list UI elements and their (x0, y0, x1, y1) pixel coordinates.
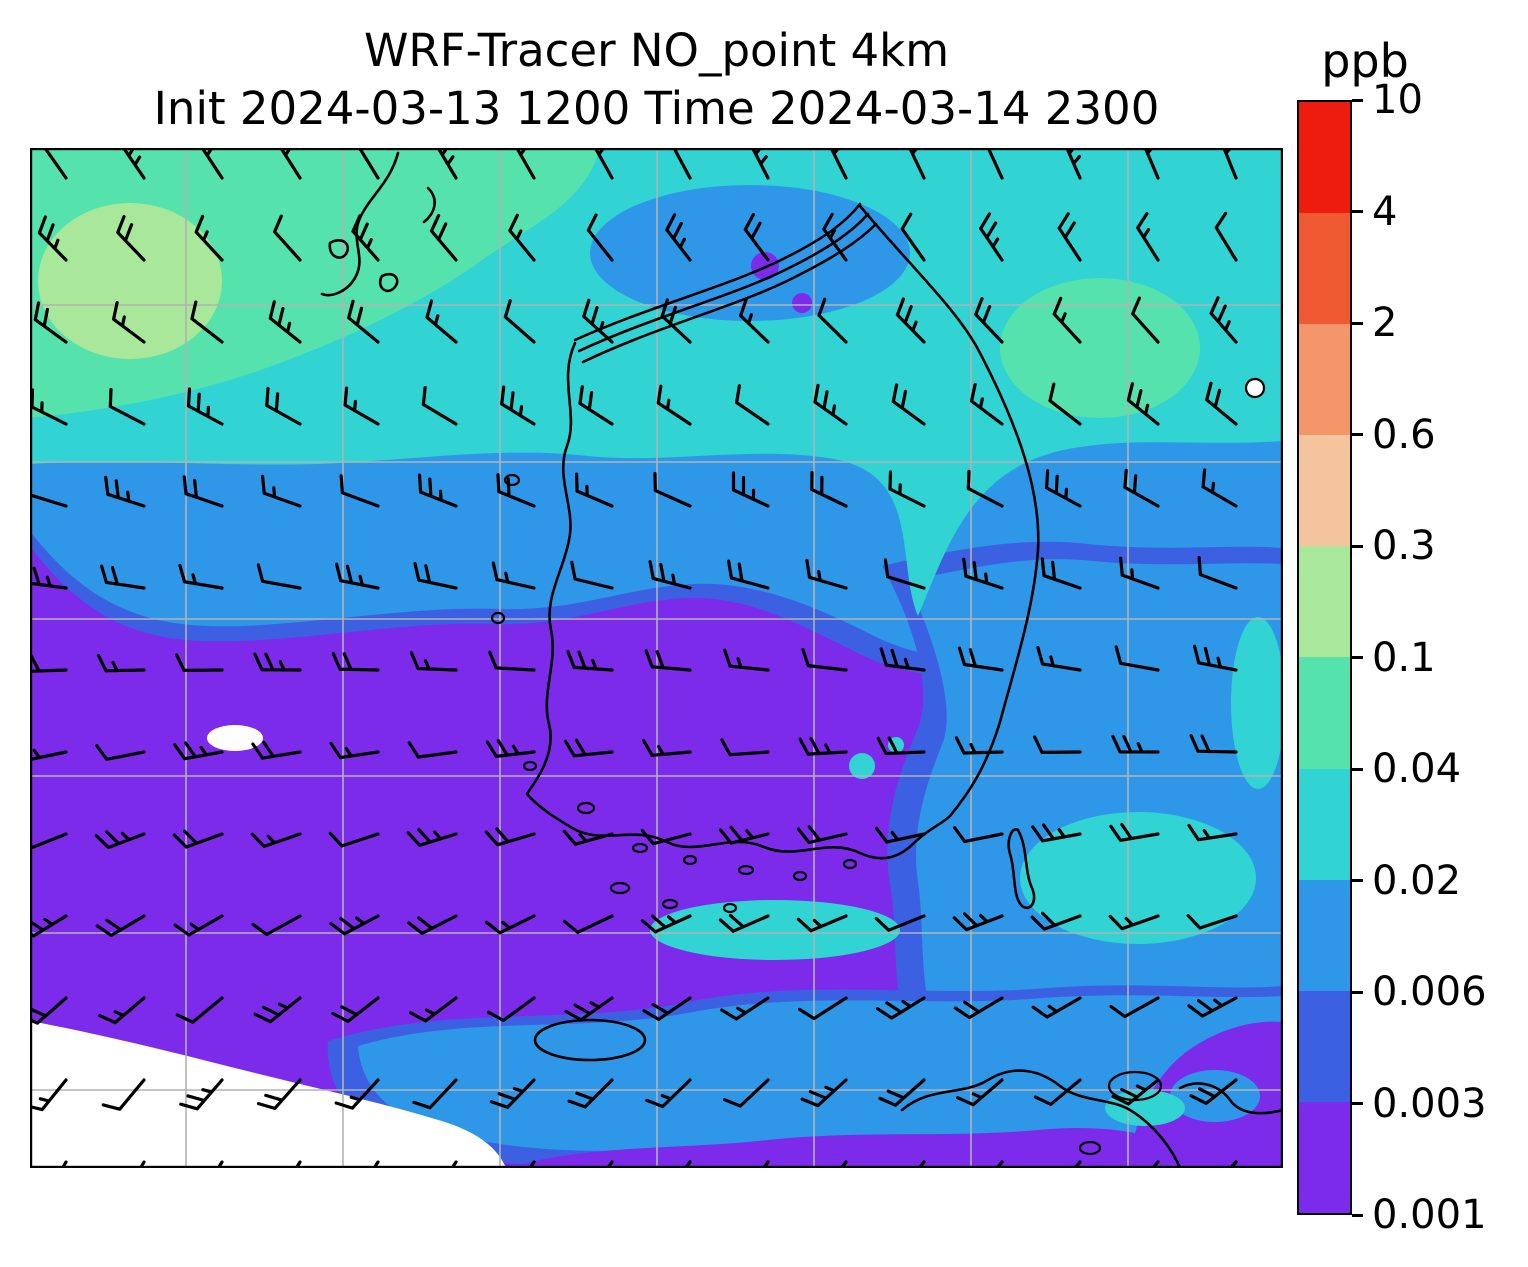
colorbar-tick (1352, 544, 1363, 548)
plot-title-line1: WRF-Tracer NO_point 4km (363, 24, 950, 77)
colorbar-tick-label: 0.02 (1372, 857, 1462, 904)
colorbar-tick (1352, 210, 1363, 213)
colorbar-tick-label: 0.3 (1372, 523, 1436, 569)
plot-title: WRF-Tracer NO_point 4km Init 2024-03-13 … (30, 22, 1283, 138)
colorbar-tick-label: 0.04 (1372, 746, 1462, 792)
colorbar-segment (1299, 1101, 1350, 1213)
colorbar-tick (1352, 433, 1363, 436)
coastlines (320, 151, 1283, 1168)
colorbar-tick (1352, 1102, 1363, 1105)
colorbar-tick (1352, 98, 1363, 102)
map-border (30, 148, 1283, 1168)
map-plot (30, 148, 1283, 1168)
colorbar-segment (1299, 879, 1350, 991)
plot-title-line2: Init 2024-03-13 1200 Time 2024-03-14 230… (153, 82, 1160, 135)
colorbar (1297, 100, 1352, 1215)
colorbar-tick (1352, 656, 1363, 659)
colorbar-segment (1299, 657, 1350, 769)
wind-barbs (30, 148, 1238, 1168)
colorbar-tick-label: 0.003 (1372, 1080, 1487, 1127)
colorbar-tick (1352, 879, 1363, 882)
colorbar-tick-label: 0.1 (1372, 634, 1436, 681)
colorbar-tick-label: 2 (1372, 300, 1398, 346)
colorbar-tick (1352, 1213, 1363, 1217)
colorbar-tick (1352, 767, 1363, 771)
colorbar-segment (1299, 324, 1350, 436)
grid-lines (30, 148, 1283, 1168)
colorbar-tick-label: 0.001 (1372, 1192, 1487, 1238)
colorbar-segment (1299, 213, 1350, 325)
colorbar-segment (1299, 435, 1350, 547)
colorbar-tick (1352, 990, 1363, 994)
colorbar-tick (1352, 321, 1363, 325)
colorbar-segment (1299, 990, 1350, 1102)
colorbar-tick-label: 4 (1372, 188, 1398, 235)
colorbar-tick-label: 0.006 (1372, 969, 1487, 1015)
colorbar-segment (1299, 546, 1350, 658)
colorbar-segment (1299, 768, 1350, 880)
colorbar-label: ppb (1321, 34, 1409, 88)
colorbar-segment (1299, 102, 1350, 214)
colorbar-tick-label: 0.6 (1372, 411, 1436, 458)
colorbar-tick-label: 10 (1372, 77, 1423, 123)
